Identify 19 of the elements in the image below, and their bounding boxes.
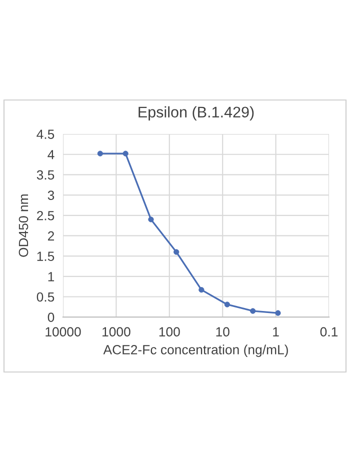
y-tick-label: 2 [48, 231, 54, 241]
y-axis-title: OD450 nm [18, 194, 28, 257]
y-tick-label: 2.5 [36, 210, 54, 220]
x-tick-label: 0.1 [320, 327, 338, 337]
y-tick-label: 3 [48, 190, 54, 200]
y-tick-label: 0 [48, 312, 54, 322]
x-tick-label: 10 [216, 327, 230, 337]
y-tick-label: 4 [48, 150, 54, 160]
x-axis-title: ACE2-Fc concentration (ng/mL) [103, 344, 288, 357]
x-tick-label: 100 [159, 327, 180, 337]
y-tick-label: 0.5 [36, 292, 54, 302]
x-tick-label: 1 [273, 327, 279, 336]
y-tick-label: 3.5 [36, 170, 54, 180]
y-tick-label: 4.5 [36, 130, 54, 139]
y-tick-label: 1 [48, 272, 54, 282]
x-tick-label: 1000 [102, 327, 130, 337]
chart-title: Epsilon (B.1.429) [138, 106, 254, 121]
y-tick-label: 1.5 [37, 252, 54, 261]
x-tick-label: 10000 [46, 327, 81, 337]
